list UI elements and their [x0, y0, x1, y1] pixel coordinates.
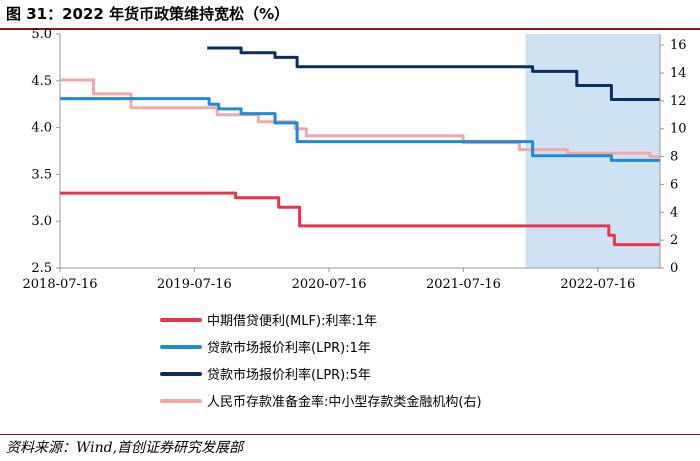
- x-tick-label: 2019-07-16: [157, 277, 232, 292]
- y-left-tick-label: 4.5: [31, 74, 52, 89]
- y-left-tick-label: 4.0: [31, 121, 52, 136]
- legend-label: 人民币存款准备金率:中小型存款类金融机构(右): [207, 394, 482, 410]
- title-divider: [0, 28, 700, 30]
- chart-title: 图 31：2022 年货币政策维持宽松（%）: [6, 5, 290, 23]
- y-right-tick-label: 0: [670, 261, 678, 276]
- footer-divider: [0, 434, 700, 435]
- y-left-tick-label: 3.0: [31, 214, 52, 229]
- series-line-0: [60, 191, 660, 247]
- series-layer: [60, 46, 660, 247]
- x-tick-label: 2022-07-16: [560, 277, 635, 292]
- source-note: 资料来源：Wind,首创证券研究发展部: [6, 440, 244, 456]
- y-right-tick-label: 2: [670, 233, 678, 248]
- x-tick-label: 2020-07-16: [292, 277, 367, 292]
- legend: 中期借贷便利(MLF):利率:1年贷款市场报价利率(LPR):1年贷款市场报价利…: [160, 313, 482, 410]
- x-tick-label: 2021-07-16: [426, 277, 501, 292]
- series-line-3: [60, 78, 660, 159]
- series-line-1: [60, 97, 660, 162]
- y-right-tick-label: 16: [670, 38, 687, 53]
- legend-label: 中期借贷便利(MLF):利率:1年: [207, 313, 377, 329]
- y-right-tick-label: 6: [670, 177, 678, 192]
- x-tick-label: 2018-07-16: [23, 277, 98, 292]
- chart-area: 2.5 3.0 3.5 4.0 4.5 5.0 0 2 4 6 8 10 12 14 16 2018-07-1…: [23, 27, 687, 410]
- axes-layer: 2.5 3.0 3.5 4.0 4.5 5.0 0 2 4 6 8 10 12 14 16 2018-07-1…: [23, 27, 687, 292]
- legend-label: 贷款市场报价利率(LPR):1年: [207, 340, 371, 356]
- y-left-tick-label: 3.5: [31, 167, 52, 182]
- y-right-tick-label: 12: [670, 94, 687, 109]
- y-right-tick-label: 14: [670, 66, 687, 81]
- y-left-tick-label: 5.0: [31, 27, 52, 42]
- y-right-tick-label: 8: [670, 150, 678, 165]
- y-right-tick-label: 10: [670, 122, 687, 137]
- series-line-2: [207, 46, 660, 101]
- y-left-tick-label: 2.5: [31, 261, 52, 276]
- legend-label: 贷款市场报价利率(LPR):5年: [207, 367, 371, 383]
- y-right-tick-label: 4: [670, 205, 678, 220]
